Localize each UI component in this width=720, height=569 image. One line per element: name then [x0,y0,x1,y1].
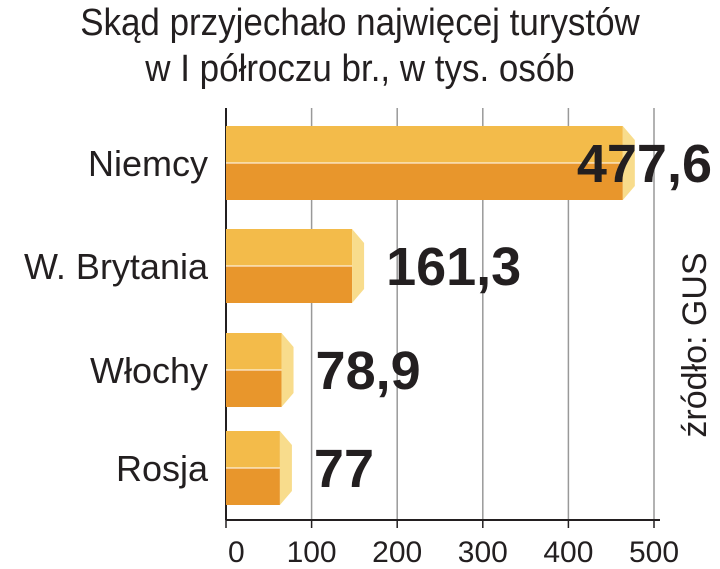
bar-bottom-face [226,266,353,303]
bar-end-cap [352,229,365,303]
bar-end-cap [279,431,292,505]
category-label: Rosja [116,448,209,489]
labels: 0 100 200 300 400 500 Niemcy 477,6 W. Brytania 16… [24,134,712,569]
value-label: 161,3 [386,237,521,297]
x-tick-label: 500 [629,536,679,569]
x-tick-label: 300 [458,536,508,569]
value-label: 78,9 [316,341,421,401]
source-label: źródło: GUS [676,252,714,437]
bar [226,333,294,407]
chart-title-line-1: Skąd przyjechało najwięcej turystów [80,2,640,44]
category-label: Niemcy [88,143,208,184]
value-label: 77 [314,439,374,499]
bar-bottom-face [226,370,282,407]
bar [226,431,292,505]
bar [226,126,635,200]
category-label: W. Brytania [24,246,209,287]
bar-top-face [226,333,282,370]
bar-bottom-face [226,468,280,505]
category-label: Włochy [90,350,208,391]
bar-bottom-face [226,163,623,200]
chart-title-line-2: w I półroczu br., w tys. osób [145,48,575,90]
bar-top-face [226,126,623,163]
bar [226,229,365,303]
bar-top-face [226,229,353,266]
value-label: 477,6 [577,134,712,194]
x-tick-label: 200 [372,536,422,569]
x-tick-label: 100 [287,536,337,569]
bar-top-face [226,431,280,468]
chart-title: Skąd przyjechało najwięcej turystów w I … [29,0,691,92]
x-tick-label: 0 [228,536,245,569]
bar-end-cap [622,126,635,200]
bar-end-cap [281,333,294,407]
bars [226,126,635,505]
x-tick-label: 400 [543,536,593,569]
